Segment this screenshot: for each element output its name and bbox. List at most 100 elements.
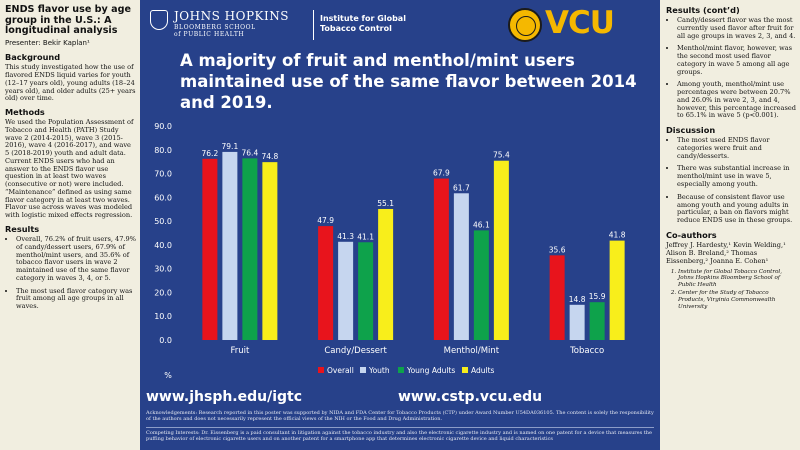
data-label: 41.8: [609, 231, 626, 240]
data-label: 76.2: [202, 149, 219, 158]
bar: [589, 302, 605, 340]
results-item: Overall, 76.2% of fruit users, 47.9% of …: [16, 235, 136, 283]
results-item: The most used flavor category was fruit …: [16, 287, 136, 311]
results-cont-item: Menthol/mint flavor, however, was the se…: [677, 44, 796, 76]
bar: [262, 162, 278, 340]
vcu-logo: VCU: [545, 5, 615, 41]
data-label: 41.3: [337, 232, 354, 241]
poster-title: ENDS flavor use by age group in the U.S.…: [5, 4, 131, 37]
bar: [222, 151, 238, 340]
discussion-list: The most used ENDS flavor categories wer…: [666, 136, 796, 225]
background-text: This study investigated how the use of f…: [5, 63, 136, 103]
competing-interests: Competing Interests: Dr. Eissenberg is a…: [146, 430, 652, 443]
bar: [493, 160, 509, 340]
data-label: 55.1: [377, 199, 394, 208]
jhu-school-line: of PUBLIC HEALTH: [174, 30, 245, 38]
igtc-logo: Institute for Global Tobacco Control: [320, 14, 406, 34]
center-panel: JOHNS HOPKINS BLOOMBERG SCHOOL of PUBLIC…: [140, 0, 660, 450]
header-divider: [313, 10, 314, 40]
results-cont-list: Candy/dessert flavor was the most curren…: [666, 16, 796, 120]
data-label: 46.1: [473, 220, 490, 229]
discussion-heading: Discussion: [666, 125, 716, 136]
background-heading: Background: [5, 52, 61, 63]
data-label: 74.8: [262, 152, 279, 161]
discussion-item: There was substantial increase in mentho…: [677, 165, 796, 188]
data-label: 67.9: [433, 169, 450, 178]
data-label: 47.9: [317, 216, 334, 225]
discussion-item: Because of consistent flavor use among y…: [677, 193, 796, 225]
affiliation-item: Center for the Study of Tobacco Products…: [678, 290, 796, 310]
jhu-shield-icon: [150, 10, 168, 30]
results-cont-heading: Results (cont’d): [666, 5, 740, 15]
jhu-school-line: BLOOMBERG SCHOOL: [174, 24, 256, 31]
y-tick-label: 90.0: [154, 122, 172, 131]
y-tick-label: 30.0: [154, 265, 172, 274]
data-label: 61.7: [453, 183, 470, 192]
bar: [358, 242, 374, 340]
cstp-url[interactable]: www.cstp.vcu.edu: [398, 389, 543, 405]
legend-label: Overall: [327, 366, 354, 375]
bar: [609, 240, 625, 340]
legend-swatch: [318, 367, 324, 373]
data-label: 15.9: [589, 292, 606, 301]
y-tick-label: 10.0: [154, 312, 172, 321]
methods-text: We used the Population Assessment of Tob…: [5, 118, 134, 220]
legend-swatch: [398, 367, 404, 373]
right-column: Results (cont’d) Candy/dessert flavor wa…: [660, 0, 800, 450]
legend-swatch: [462, 367, 468, 373]
x-tick-label: Tobacco: [569, 346, 604, 356]
legend-label: Youth: [368, 366, 390, 375]
vcu-seal-icon: [508, 8, 542, 42]
bar: [318, 226, 334, 340]
legend-label: Young Adults: [406, 366, 455, 375]
left-column: ENDS flavor use by age group in the U.S.…: [0, 0, 140, 450]
bar: [549, 255, 565, 340]
y-tick-label: 20.0: [154, 288, 172, 297]
results-list: Overall, 76.2% of fruit users, 47.9% of …: [5, 235, 136, 311]
bar: [378, 208, 394, 340]
discussion-item: The most used ENDS flavor categories wer…: [677, 136, 796, 160]
legend-label: Adults: [471, 366, 495, 375]
legend-swatch: [360, 367, 366, 373]
data-label: 76.4: [242, 148, 259, 157]
methods-heading: Methods: [5, 107, 45, 118]
bar: [473, 230, 489, 340]
y-tick-label: 60.0: [154, 193, 172, 202]
igtc-line: Tobacco Control: [320, 24, 392, 33]
bar: [433, 178, 449, 340]
bar: [453, 193, 469, 340]
y-tick-label: 80.0: [154, 146, 172, 155]
y-tick-label: 40.0: [154, 241, 172, 250]
data-label: 41.1: [357, 232, 374, 241]
x-tick-label: Candy/Dessert: [324, 346, 387, 356]
igtc-line: Institute for Global: [320, 14, 406, 23]
main-title: A majority of fruit and menthol/mint use…: [180, 51, 637, 112]
data-label: 14.8: [569, 295, 586, 304]
jhu-logo-school: BLOOMBERG SCHOOL of PUBLIC HEALTH: [174, 24, 256, 39]
jhsph-url[interactable]: www.jhsph.edu/igtc: [146, 389, 303, 405]
coauthors-heading: Co-authors: [666, 229, 717, 240]
affiliation-item: Institute for Global Tobacco Control, Jo…: [678, 269, 796, 289]
y-axis-label: %: [164, 371, 172, 380]
x-tick-label: Fruit: [230, 346, 250, 356]
bar: [338, 241, 354, 340]
bar: [569, 304, 585, 340]
bar: [202, 158, 218, 340]
ack-divider: [146, 427, 654, 428]
results-cont-item: Candy/dessert flavor was the most curren…: [677, 16, 796, 40]
bar: [242, 158, 258, 340]
x-tick-label: Menthol/Mint: [444, 346, 500, 356]
coauthors: Jeffrey J. Hardesty,¹ Kevin Welding,¹ Al…: [666, 240, 786, 265]
y-tick-label: 70.0: [154, 170, 172, 179]
presenter: Presenter: Bekir Kaplan¹: [5, 39, 90, 48]
results-heading: Results: [5, 223, 40, 234]
data-label: 75.4: [493, 151, 510, 160]
y-tick-label: 0.0: [159, 336, 172, 345]
acknowledgements: Acknowledgements: Research reported in t…: [146, 410, 654, 423]
jhu-logo-name: JOHNS HOPKINS: [174, 9, 289, 23]
data-label: 35.6: [549, 245, 566, 254]
bar-chart: 0.0 10.0 20.0 30.0 40.0 50.0 60.0 70.0 80.0 90.0%…: [154, 122, 626, 380]
data-label: 79.1: [222, 142, 239, 151]
y-tick-label: 50.0: [154, 217, 172, 226]
results-cont-item: Among youth, menthol/mint use percentage…: [677, 80, 796, 120]
